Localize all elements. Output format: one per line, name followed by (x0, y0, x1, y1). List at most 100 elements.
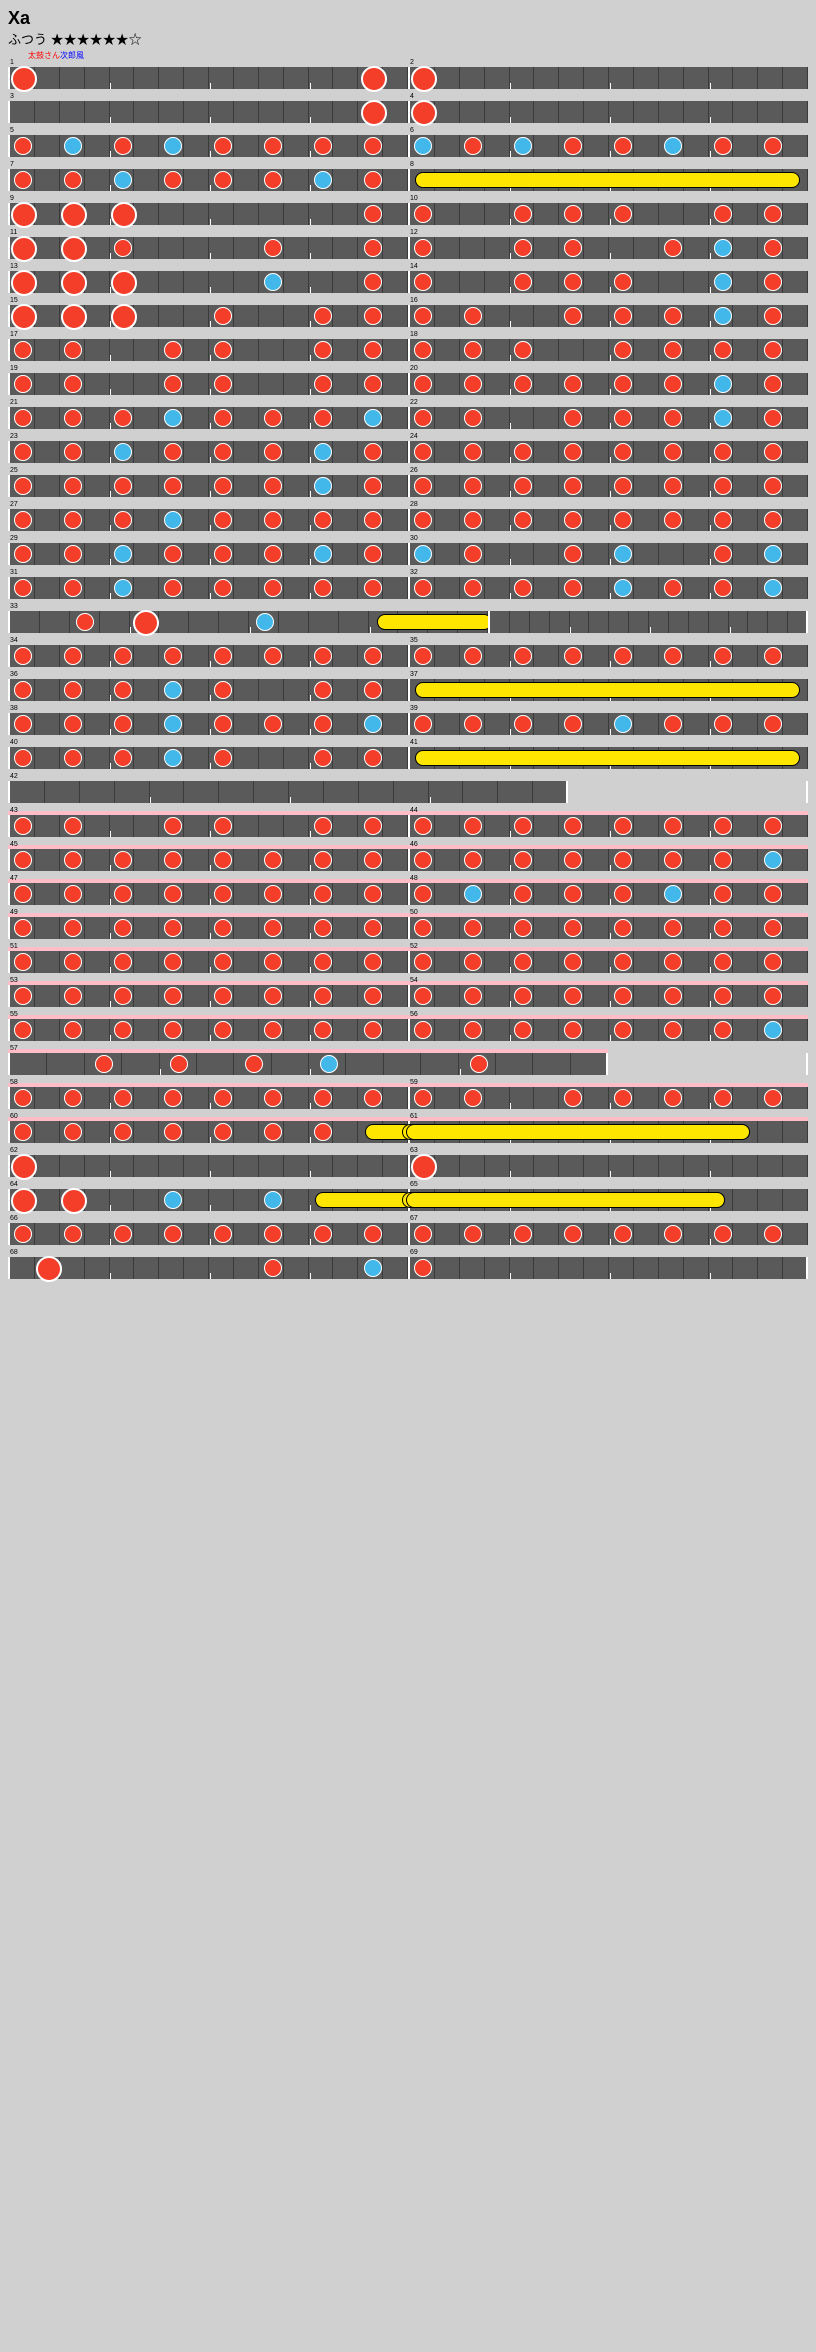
note-don (14, 579, 32, 597)
measure-row: 1516 (8, 305, 808, 327)
note-don (214, 1089, 232, 1107)
track (8, 169, 408, 191)
measure-number: 39 (410, 705, 418, 712)
note-don (514, 987, 532, 1005)
note-don (214, 885, 232, 903)
measure-number: 34 (10, 637, 18, 644)
track (408, 237, 808, 259)
note-don (264, 987, 282, 1005)
note-don (564, 885, 582, 903)
note-don (264, 545, 282, 563)
note-don (614, 1225, 632, 1243)
measure: 12 (408, 237, 808, 259)
note-bigdon (11, 202, 37, 228)
measure: 31 (8, 577, 408, 599)
note-don (664, 375, 682, 393)
note-don (464, 579, 482, 597)
note-don (64, 885, 82, 903)
note-bigdon (61, 304, 87, 330)
note-bigdon (11, 304, 37, 330)
note-don (14, 1123, 32, 1141)
note-bigdon (11, 270, 37, 296)
measure-number: 48 (410, 875, 418, 882)
note-don (64, 1021, 82, 1039)
note-don (114, 1123, 132, 1141)
drumroll (406, 1192, 725, 1208)
note-don (464, 511, 482, 529)
note-ka (414, 545, 432, 563)
note-don (614, 307, 632, 325)
note-bigdon (61, 270, 87, 296)
note-don (514, 919, 532, 937)
note-don (164, 1225, 182, 1243)
note-don (64, 443, 82, 461)
note-don (14, 919, 32, 937)
note-don (314, 511, 332, 529)
note-don (614, 953, 632, 971)
measure-row: 3637 (8, 679, 808, 701)
note-don (514, 647, 532, 665)
note-don (314, 375, 332, 393)
note-don (664, 477, 682, 495)
note-don (464, 341, 482, 359)
note-don (214, 443, 232, 461)
measure-number: 69 (410, 1249, 418, 1256)
note-don (264, 1089, 282, 1107)
track (8, 1019, 408, 1041)
measure: 55 (8, 1019, 408, 1041)
measure: 44 (408, 815, 808, 837)
note-don (364, 307, 382, 325)
note-don (664, 409, 682, 427)
note-ka (314, 171, 332, 189)
note-ka (714, 239, 732, 257)
track (408, 407, 808, 429)
note-bigdon (411, 1154, 437, 1180)
measure: 10 (408, 203, 808, 225)
note-don (514, 341, 532, 359)
note-ka (614, 715, 632, 733)
note-don (64, 681, 82, 699)
note-don (564, 817, 582, 835)
measure: 40 (8, 747, 408, 769)
note-don (64, 953, 82, 971)
track (408, 883, 808, 905)
measure-row: 910 (8, 203, 808, 225)
note-ka (114, 171, 132, 189)
measure: 9 (8, 203, 408, 225)
note-don (214, 647, 232, 665)
measure-number: 21 (10, 399, 18, 406)
note-don (164, 341, 182, 359)
note-don (364, 885, 382, 903)
track (8, 1155, 408, 1177)
note-don (214, 477, 232, 495)
note-don (714, 1021, 732, 1039)
measure: 13 (8, 271, 408, 293)
measure-number: 59 (410, 1079, 418, 1086)
note-don (214, 851, 232, 869)
note-ka (114, 443, 132, 461)
note-don (170, 1055, 188, 1073)
measure-number: 47 (10, 875, 18, 882)
note-bigdon (133, 610, 159, 636)
track (408, 951, 808, 973)
note-don (364, 1089, 382, 1107)
track (408, 305, 808, 327)
measure: 53 (8, 985, 408, 1007)
note-don (614, 137, 632, 155)
note-don (764, 647, 782, 665)
note-don (664, 307, 682, 325)
note-don (214, 409, 232, 427)
note-don (564, 1021, 582, 1039)
note-don (64, 1123, 82, 1141)
measure: 21 (8, 407, 408, 429)
track (408, 1257, 808, 1279)
track (408, 849, 808, 871)
note-don (564, 1089, 582, 1107)
note-ka (714, 307, 732, 325)
note-don (14, 681, 32, 699)
measure-row: 5556 (8, 1019, 808, 1041)
note-don (764, 273, 782, 291)
note-don (114, 885, 132, 903)
note-don (614, 851, 632, 869)
note-don (514, 715, 532, 733)
